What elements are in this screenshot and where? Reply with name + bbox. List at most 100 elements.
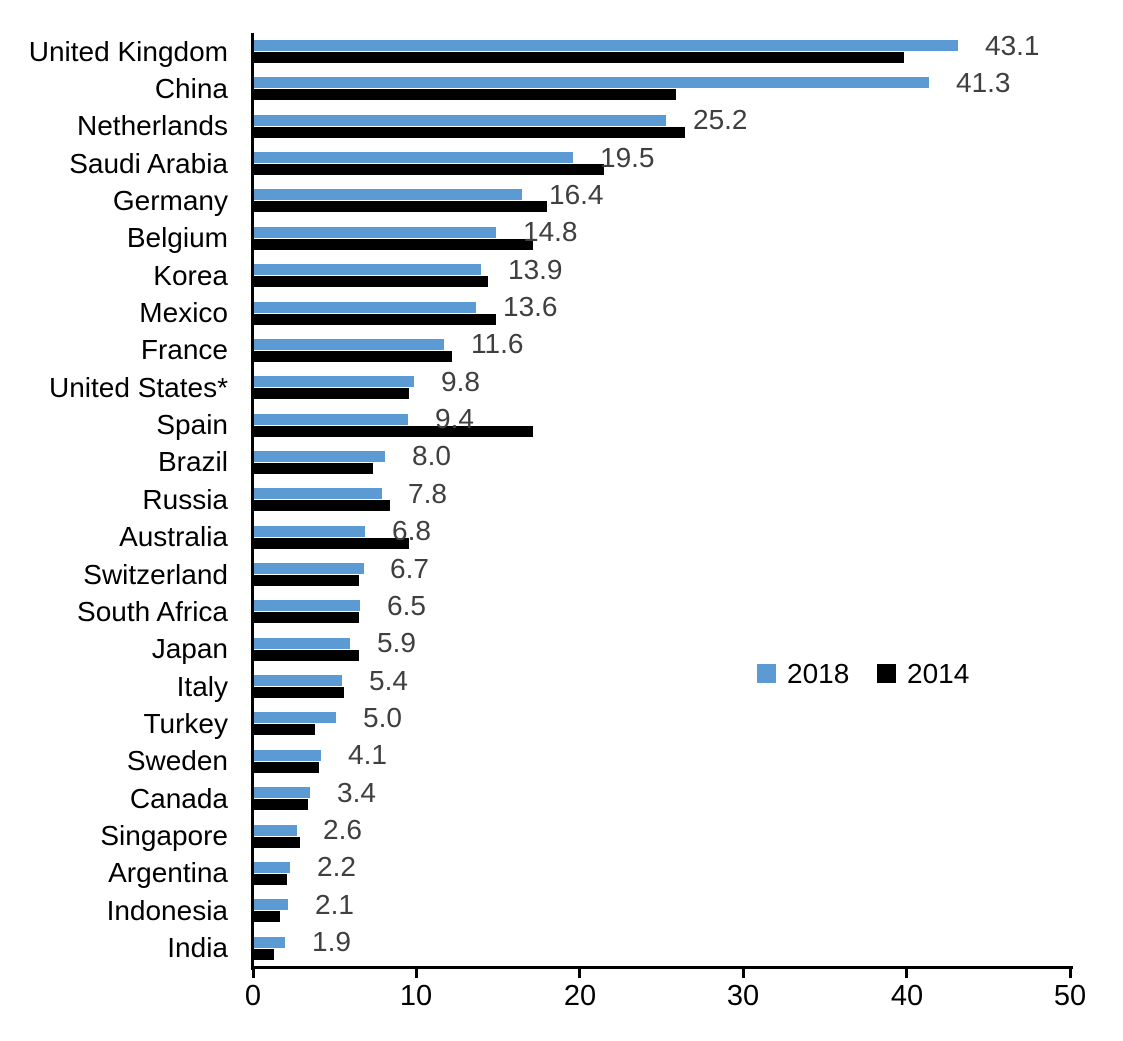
- bar-2018-netherlands: [254, 114, 666, 126]
- bar-2014-mexico: [254, 313, 496, 325]
- bar-2014-korea: [254, 276, 488, 288]
- x-axis-tick-label-20: 20: [563, 980, 597, 1012]
- value-label-spain: 9.4: [435, 403, 474, 435]
- bar-2014-united-states: [254, 388, 410, 400]
- value-label-italy: 5.4: [369, 664, 408, 696]
- bar-2014-indonesia: [254, 911, 281, 923]
- category-label-china: China: [154, 72, 228, 104]
- bar-2014-argentina: [254, 873, 287, 885]
- x-axis-tick-50: [1069, 969, 1072, 978]
- value-label-china: 41.3: [956, 66, 1011, 98]
- value-label-russia: 7.8: [408, 477, 447, 509]
- x-axis-tick-20: [578, 969, 581, 978]
- value-label-india: 1.9: [312, 926, 351, 958]
- bar-2018-sweden: [254, 749, 321, 761]
- x-axis-tick-label-50: 50: [1053, 980, 1087, 1012]
- category-label-russia: Russia: [142, 483, 228, 515]
- value-label-argentina: 2.2: [317, 851, 356, 883]
- bar-2018-italy: [254, 675, 343, 687]
- bar-2018-india: [254, 936, 285, 948]
- bar-2014-france: [254, 350, 452, 362]
- bar-2014-germany: [254, 201, 547, 213]
- bar-2014-belgium: [254, 238, 534, 250]
- category-label-canada: Canada: [129, 782, 228, 814]
- x-axis-tick-label-0: 0: [244, 980, 262, 1012]
- bar-2014-turkey: [254, 724, 315, 736]
- category-label-belgium: Belgium: [126, 222, 228, 254]
- value-label-japan: 5.9: [377, 627, 416, 659]
- category-label-germany: Germany: [112, 184, 228, 216]
- category-label-korea: Korea: [153, 259, 228, 291]
- category-label-italy: Italy: [176, 670, 228, 702]
- bar-2018-brazil: [254, 450, 385, 462]
- value-label-netherlands: 25.2: [693, 104, 748, 136]
- legend-swatch-2014: [877, 664, 896, 683]
- bar-2018-indonesia: [254, 899, 289, 911]
- category-label-united-states: United States*: [49, 371, 228, 403]
- y-axis-line: [251, 33, 254, 970]
- bar-2014-sweden: [254, 761, 320, 773]
- bar-2014-china: [254, 89, 676, 101]
- value-label-saudi-arabia: 19.5: [600, 141, 655, 173]
- bar-2014-australia: [254, 537, 410, 549]
- bar-2014-india: [254, 948, 274, 960]
- value-label-korea: 13.9: [508, 253, 563, 285]
- value-label-sweden: 4.1: [348, 739, 387, 771]
- category-label-france: France: [140, 334, 228, 366]
- x-axis-tick-label-10: 10: [399, 980, 433, 1012]
- bar-2018-singapore: [254, 824, 297, 836]
- value-label-australia: 6.8: [392, 515, 431, 547]
- bar-2014-singapore: [254, 836, 300, 848]
- value-label-france: 11.6: [471, 328, 524, 360]
- bar-2018-belgium: [254, 226, 496, 238]
- x-axis-tick-label-30: 30: [726, 980, 760, 1012]
- bar-2018-russia: [254, 488, 382, 500]
- bar-2018-argentina: [254, 861, 290, 873]
- value-label-switzerland: 6.7: [390, 552, 429, 584]
- value-label-indonesia: 2.1: [315, 888, 354, 920]
- bar-2018-korea: [254, 264, 482, 276]
- bar-2018-canada: [254, 787, 310, 799]
- bar-2014-canada: [254, 799, 308, 811]
- value-label-south-africa: 6.5: [387, 589, 426, 621]
- category-label-mexico: Mexico: [139, 297, 228, 329]
- bar-2018-mexico: [254, 301, 477, 313]
- category-label-netherlands: Netherlands: [77, 110, 228, 142]
- bar-2018-france: [254, 338, 444, 350]
- value-label-belgium: 14.8: [523, 216, 578, 248]
- value-label-mexico: 13.6: [503, 291, 558, 323]
- bar-2018-japan: [254, 637, 351, 649]
- value-label-germany: 16.4: [549, 178, 604, 210]
- bar-2014-spain: [254, 425, 534, 437]
- bar-2018-australia: [254, 525, 366, 537]
- value-label-brazil: 8.0: [412, 440, 451, 472]
- category-label-south-africa: South Africa: [77, 595, 228, 627]
- category-label-saudi-arabia: Saudi Arabia: [69, 147, 228, 179]
- category-label-switzerland: Switzerland: [83, 558, 228, 590]
- bar-2018-switzerland: [254, 563, 364, 575]
- bar-2014-brazil: [254, 462, 374, 474]
- bar-2014-south-africa: [254, 612, 359, 624]
- bar-2014-switzerland: [254, 575, 359, 587]
- x-axis-tick-label-40: 40: [890, 980, 924, 1012]
- x-axis-tick-10: [415, 969, 418, 978]
- bar-2014-saudi-arabia: [254, 164, 604, 176]
- category-label-argentina: Argentina: [108, 857, 228, 889]
- category-label-spain: Spain: [156, 409, 228, 441]
- category-label-turkey: Turkey: [143, 707, 228, 739]
- value-label-canada: 3.4: [337, 776, 376, 808]
- bar-2018-china: [254, 77, 929, 89]
- bar-2014-united-kingdom: [254, 52, 905, 63]
- x-axis-tick-40: [905, 969, 908, 978]
- x-axis-tick-30: [742, 969, 745, 978]
- legend-label-2014: 2014: [907, 658, 970, 689]
- category-label-japan: Japan: [151, 633, 228, 665]
- x-axis-line: [251, 966, 1073, 969]
- category-label-singapore: Singapore: [100, 820, 228, 852]
- value-label-singapore: 2.6: [323, 814, 362, 846]
- category-label-australia: Australia: [119, 521, 228, 553]
- bar-2014-russia: [254, 500, 390, 512]
- value-label-united-kingdom: 43.1: [985, 29, 1040, 61]
- value-label-united-states: 9.8: [441, 365, 480, 397]
